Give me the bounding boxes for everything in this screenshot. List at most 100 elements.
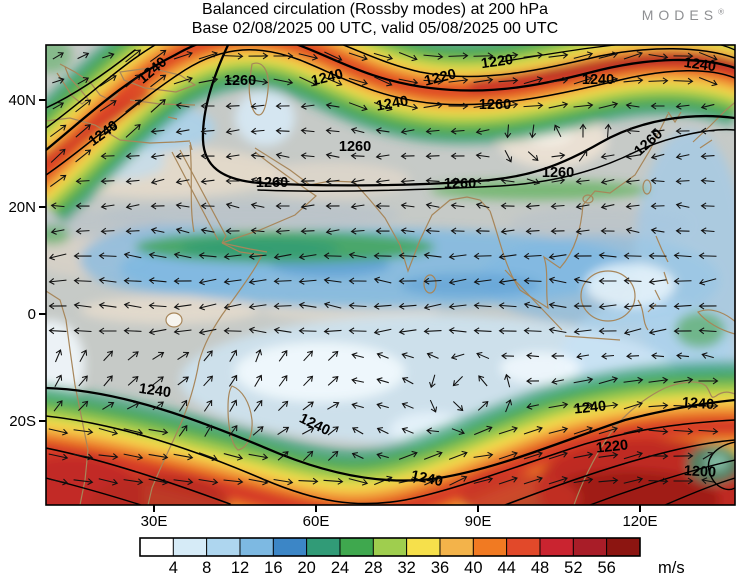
wind-arrow [348, 102, 368, 112]
wind-arrow [273, 326, 292, 334]
contour-label: 1240 [582, 72, 614, 88]
wind-arrow [426, 352, 439, 359]
wind-arrow [175, 102, 190, 110]
wind-arrow [48, 453, 69, 461]
wind-arrow [229, 399, 238, 412]
wind-arrow [523, 327, 542, 335]
wind-arrow [550, 227, 565, 235]
wind-arrow [228, 424, 238, 437]
wind-arrow [523, 277, 542, 285]
wind-arrow [148, 453, 169, 461]
wind-arrow [123, 301, 142, 309]
colorbar-tick-label: 28 [364, 559, 382, 574]
wind-arrow [125, 203, 140, 210]
wind-arrow [423, 450, 443, 460]
svg-text:1260: 1260 [444, 176, 476, 192]
wind-arrow [198, 278, 217, 286]
wind-arrow [400, 177, 415, 185]
wind-arrow [429, 374, 436, 389]
wind-arrow [650, 127, 665, 135]
wind-arrow [400, 202, 415, 210]
taiwan [642, 179, 652, 195]
wind-arrow [573, 426, 593, 435]
wind-arrow [398, 252, 417, 260]
svg-text:1220: 1220 [595, 437, 629, 456]
wind-arrow [198, 328, 217, 336]
wind-arrow [125, 152, 140, 160]
wind-arrow [374, 76, 393, 87]
wind-arrow [323, 301, 342, 309]
wind-arrow [248, 326, 267, 334]
wind-arrow [375, 177, 390, 185]
wind-arrow [350, 178, 365, 185]
wind-arrow [673, 327, 692, 335]
wind-arrow [548, 51, 569, 59]
wind-arrow [475, 152, 490, 160]
wind-arrow [303, 450, 314, 461]
wind-arrow [373, 252, 392, 260]
wind-arrow [125, 49, 142, 63]
coastline-red-sea [171, 149, 227, 244]
wind-arrow [250, 177, 265, 184]
wind-arrow [79, 349, 88, 362]
wind-arrow [675, 153, 690, 160]
wind-arrow [548, 276, 567, 284]
wind-arrow [504, 124, 512, 139]
wind-arrow [575, 227, 590, 235]
wind-arrow [351, 452, 364, 459]
wind-arrow [373, 101, 393, 112]
wind-arrow [198, 303, 217, 311]
wind-arrow [701, 352, 714, 359]
wind-arrow [73, 302, 92, 309]
wind-arrow [425, 152, 440, 160]
wind-arrow [401, 352, 414, 359]
wind-arrow [573, 76, 593, 85]
wind-arrow [173, 478, 194, 486]
wind-arrow [175, 152, 190, 160]
wind-arrow [475, 177, 490, 185]
wind-arrow [198, 76, 219, 84]
wind-arrow [473, 327, 492, 335]
wind-arrow [273, 277, 292, 285]
wind-arrow [200, 127, 215, 135]
colorbar-cell [572, 537, 608, 557]
wind-arrow [54, 349, 63, 363]
wind-arrow [573, 51, 594, 59]
wind-arrow [324, 51, 343, 62]
wind-arrow [504, 149, 513, 163]
wind-arrow [623, 401, 643, 410]
wind-arrow [200, 152, 215, 160]
wind-arrow [573, 302, 592, 310]
wind-arrow [548, 476, 568, 485]
svg-text:1240: 1240 [310, 66, 345, 89]
wind-arrow [498, 51, 519, 59]
wind-arrow [578, 149, 588, 162]
wind-arrow [573, 451, 594, 459]
wind-arrow [473, 101, 494, 109]
wind-arrow [623, 77, 644, 84]
wind-arrow [573, 252, 592, 260]
wind-arrow [648, 53, 669, 61]
wind-arrow [148, 328, 167, 336]
lon-tick-label: 30E [141, 513, 168, 530]
wind-arrow [523, 476, 543, 485]
wind-arrow [598, 327, 617, 335]
wind-arrow [173, 251, 192, 259]
wind-arrow [75, 149, 92, 163]
wind-arrow [623, 451, 644, 460]
wind-arrow [50, 124, 67, 138]
wind-arrow [200, 177, 215, 185]
wind-arrow [376, 402, 389, 409]
wind-arrow [398, 476, 419, 484]
wind-arrow [198, 452, 218, 462]
wind-arrow [500, 227, 515, 235]
wind-arrow [173, 277, 192, 285]
colorbar-tick-label: 44 [497, 559, 515, 574]
wind-arrow [425, 177, 440, 185]
colorbar-cell [372, 537, 408, 557]
wind-arrow [500, 202, 515, 210]
wind-arrow [277, 426, 290, 436]
wind-arrow [351, 427, 364, 435]
wind-arrow [473, 451, 494, 459]
wind-arrow [150, 127, 165, 135]
